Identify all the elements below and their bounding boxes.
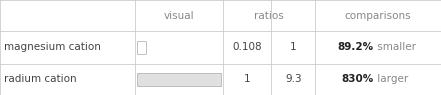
Text: magnesium cation: magnesium cation <box>4 42 101 53</box>
Text: larger: larger <box>374 74 408 84</box>
Text: ratios: ratios <box>254 11 284 21</box>
Bar <box>137 73 220 86</box>
Bar <box>137 41 146 54</box>
Text: comparisons: comparisons <box>345 11 411 21</box>
Text: 1: 1 <box>290 42 297 53</box>
Text: 89.2%: 89.2% <box>338 42 374 53</box>
Text: 0.108: 0.108 <box>232 42 262 53</box>
Text: 1: 1 <box>243 74 250 84</box>
Text: 9.3: 9.3 <box>285 74 302 84</box>
Text: 830%: 830% <box>341 74 374 84</box>
Text: smaller: smaller <box>374 42 416 53</box>
Text: visual: visual <box>163 11 194 21</box>
Text: radium cation: radium cation <box>4 74 77 84</box>
